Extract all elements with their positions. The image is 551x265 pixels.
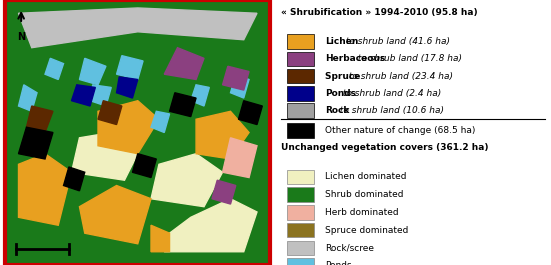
Text: to shrub land (10.6 ha): to shrub land (10.6 ha) [337, 106, 444, 115]
FancyBboxPatch shape [287, 34, 314, 49]
Polygon shape [239, 101, 262, 125]
Text: Spruce: Spruce [325, 72, 364, 81]
FancyBboxPatch shape [287, 103, 314, 118]
Polygon shape [79, 58, 106, 85]
Polygon shape [212, 180, 236, 204]
Polygon shape [151, 111, 170, 132]
Polygon shape [223, 138, 257, 178]
Polygon shape [19, 85, 37, 111]
Polygon shape [98, 101, 122, 125]
FancyBboxPatch shape [287, 170, 314, 184]
FancyBboxPatch shape [287, 223, 314, 237]
Polygon shape [26, 127, 50, 151]
Polygon shape [19, 154, 72, 225]
Polygon shape [72, 132, 138, 180]
Polygon shape [72, 85, 95, 106]
Text: Spruce dominated: Spruce dominated [325, 226, 408, 235]
Text: Unchanged vegetation covers (361.2 ha): Unchanged vegetation covers (361.2 ha) [281, 143, 489, 152]
Text: to shrub land (41.6 ha): to shrub land (41.6 ha) [343, 37, 450, 46]
Text: Herbaceous: Herbaceous [325, 55, 385, 63]
Text: Shrub dominated: Shrub dominated [325, 190, 403, 199]
FancyBboxPatch shape [287, 205, 314, 220]
Polygon shape [117, 77, 138, 98]
Polygon shape [45, 58, 63, 80]
Text: Ponds: Ponds [325, 261, 352, 265]
Polygon shape [151, 225, 170, 252]
Polygon shape [26, 106, 53, 132]
FancyBboxPatch shape [287, 258, 314, 265]
Text: to shrub land (2.4 ha): to shrub land (2.4 ha) [340, 89, 441, 98]
FancyBboxPatch shape [287, 52, 314, 66]
FancyBboxPatch shape [287, 123, 314, 138]
Polygon shape [63, 167, 85, 191]
FancyBboxPatch shape [287, 86, 314, 101]
Polygon shape [19, 8, 257, 48]
Text: N: N [17, 32, 25, 42]
FancyBboxPatch shape [287, 187, 314, 202]
Text: Ponds: Ponds [325, 89, 356, 98]
Polygon shape [117, 56, 143, 80]
Polygon shape [223, 66, 249, 90]
Polygon shape [164, 48, 204, 80]
Polygon shape [196, 111, 249, 159]
Text: Lichen dominated: Lichen dominated [325, 173, 407, 181]
Polygon shape [230, 74, 249, 98]
Polygon shape [132, 154, 156, 178]
Polygon shape [79, 186, 151, 244]
FancyBboxPatch shape [287, 241, 314, 255]
Text: Rock/scree: Rock/scree [325, 244, 374, 252]
Polygon shape [164, 199, 257, 252]
Text: Other nature of change (68.5 ha): Other nature of change (68.5 ha) [325, 126, 476, 135]
Polygon shape [170, 93, 196, 117]
Polygon shape [151, 154, 223, 207]
Polygon shape [191, 85, 209, 106]
Text: to shrub land (17.8 ha): to shrub land (17.8 ha) [355, 55, 462, 63]
Text: Rock: Rock [325, 106, 349, 115]
Text: Lichen: Lichen [325, 37, 359, 46]
Text: « Shrubification » 1994-2010 (95.8 ha): « Shrubification » 1994-2010 (95.8 ha) [281, 8, 478, 17]
Text: to shrub land (23.4 ha): to shrub land (23.4 ha) [346, 72, 453, 81]
Polygon shape [98, 101, 159, 154]
FancyBboxPatch shape [287, 69, 314, 83]
Text: Herb dominated: Herb dominated [325, 208, 399, 217]
Polygon shape [19, 127, 53, 159]
Polygon shape [90, 85, 111, 106]
